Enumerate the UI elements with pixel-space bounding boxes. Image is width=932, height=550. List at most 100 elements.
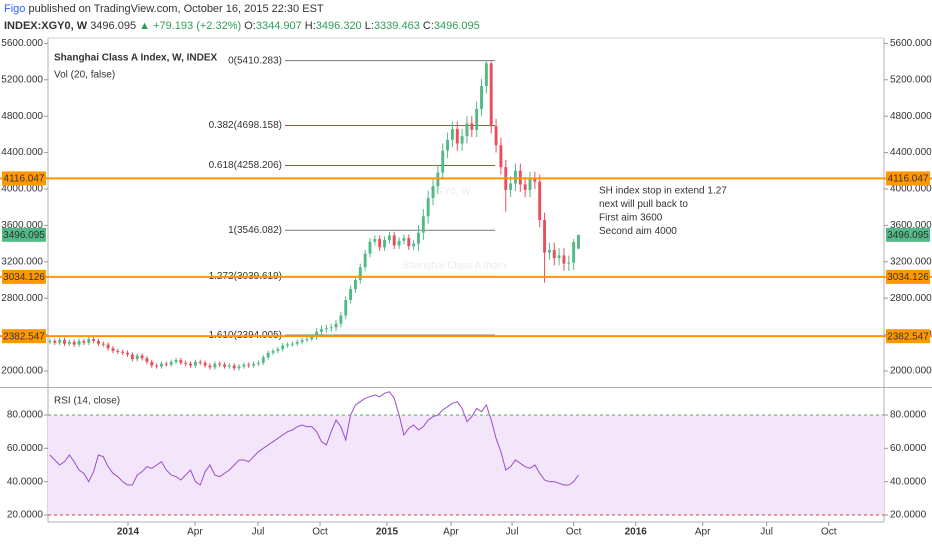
candle-body — [533, 178, 537, 182]
candle-body — [208, 365, 212, 368]
candle-body — [552, 249, 556, 259]
candle-body — [92, 339, 96, 341]
candle-body — [310, 336, 314, 340]
candle-body — [334, 323, 338, 328]
y-tick-label: 5600.000 — [1, 38, 43, 49]
price-line-label: 3034.126 — [887, 272, 929, 283]
candle-body — [358, 267, 362, 280]
candle-body — [223, 364, 226, 367]
candle-body — [232, 365, 236, 369]
candle-body — [397, 240, 401, 246]
candle-body — [480, 86, 483, 109]
candle-body — [150, 361, 154, 366]
symbol-line: INDEX:XGY0, W 3496.095 ▲ +79.193 (+2.32%… — [4, 20, 480, 32]
candle-body — [426, 198, 430, 217]
symbol: INDEX:XGY0, W — [4, 20, 88, 32]
candle-body — [373, 239, 377, 242]
candle-body — [160, 363, 163, 367]
candle-body — [82, 340, 86, 343]
last-price-box — [2, 227, 46, 242]
price-line-label: 3034.126 — [3, 272, 45, 283]
candle-body — [58, 340, 62, 343]
candle-body — [198, 361, 202, 363]
y-tick-label: 5200.000 — [890, 74, 932, 85]
x-tick-label: Jul — [760, 527, 773, 538]
candle-body — [543, 219, 547, 253]
candle-body — [450, 128, 454, 140]
y-tick-label: 4400.000 — [890, 147, 932, 158]
candle-body — [470, 123, 474, 130]
candle-body — [305, 339, 309, 341]
y-tick-label: 4000.000 — [890, 184, 932, 195]
candle-body — [227, 365, 231, 367]
candle-body — [392, 235, 396, 246]
price-line-box — [886, 171, 930, 186]
candle-body — [344, 300, 348, 316]
candle-body — [368, 241, 372, 254]
candle-body — [87, 339, 91, 343]
price-line-label: 2382.547 — [3, 331, 45, 342]
fib-label: 0.618(4258.206) — [209, 160, 282, 171]
y-tick-label: 60.0000 — [7, 443, 44, 454]
candle-body — [557, 255, 561, 259]
candle-body — [189, 363, 193, 366]
candle-body — [567, 262, 571, 264]
y-tick-label: 80.0000 — [890, 410, 927, 421]
high: 3496.320 — [316, 20, 362, 32]
price-line-box — [886, 269, 930, 284]
candle-body — [300, 340, 304, 342]
rsi-line — [49, 391, 579, 486]
author[interactable]: Figo — [4, 3, 25, 15]
candle-body — [276, 349, 280, 351]
y-tick-label: 3600.000 — [1, 220, 43, 231]
open: 3344.907 — [256, 20, 302, 32]
price-line-label: 4116.047 — [888, 174, 929, 185]
x-tick-label: Jul — [252, 527, 265, 538]
y-tick-label: 5200.000 — [1, 74, 43, 85]
candle-body — [460, 136, 464, 144]
last-price-label: 3496.095 — [3, 230, 45, 241]
candle-body — [247, 364, 251, 366]
candle-body — [320, 329, 323, 332]
candle-body — [116, 350, 120, 352]
candle-body — [577, 234, 580, 249]
candle-body — [572, 242, 576, 263]
candle-body — [402, 238, 406, 241]
candle-body — [271, 350, 275, 353]
candle-body — [257, 362, 260, 364]
candle-body — [106, 344, 110, 349]
y-tick-label: 4000.000 — [1, 184, 43, 195]
candle-body — [455, 128, 459, 144]
candle-body — [514, 170, 517, 184]
candle-body — [324, 328, 328, 330]
y-tick-label: 2800.000 — [890, 293, 932, 304]
candle-body — [441, 150, 445, 173]
candle-body — [281, 345, 285, 350]
y-tick-label: 3600.000 — [890, 220, 932, 231]
h-label: H: — [305, 20, 316, 32]
y-tick-label: 2000.000 — [1, 366, 43, 377]
candle-body — [339, 315, 343, 324]
candle-body — [528, 178, 532, 190]
y-tick-label: 3200.000 — [1, 256, 43, 267]
candle-body — [353, 279, 357, 290]
candle-body — [484, 63, 488, 87]
candle-body — [53, 340, 57, 343]
candle-body — [184, 362, 188, 364]
x-tick-label: Oct — [312, 527, 328, 538]
price-line-box — [2, 269, 46, 284]
candle-body — [193, 361, 197, 366]
candle-body — [252, 363, 256, 366]
watermark: XGY0, W — [429, 187, 471, 198]
y-tick-label: 80.0000 — [7, 410, 44, 421]
watermark-subtitle: Shanghai Class A Index — [402, 261, 508, 272]
rsi-band — [48, 415, 884, 515]
candle-body — [436, 172, 440, 187]
candle-body — [538, 181, 542, 220]
l-label: L: — [365, 20, 374, 32]
y-tick-label: 40.0000 — [890, 476, 927, 487]
candle-body — [412, 243, 416, 247]
chart-title: Shanghai Class A Index, W, INDEX — [54, 53, 218, 64]
candle-body — [489, 63, 493, 127]
